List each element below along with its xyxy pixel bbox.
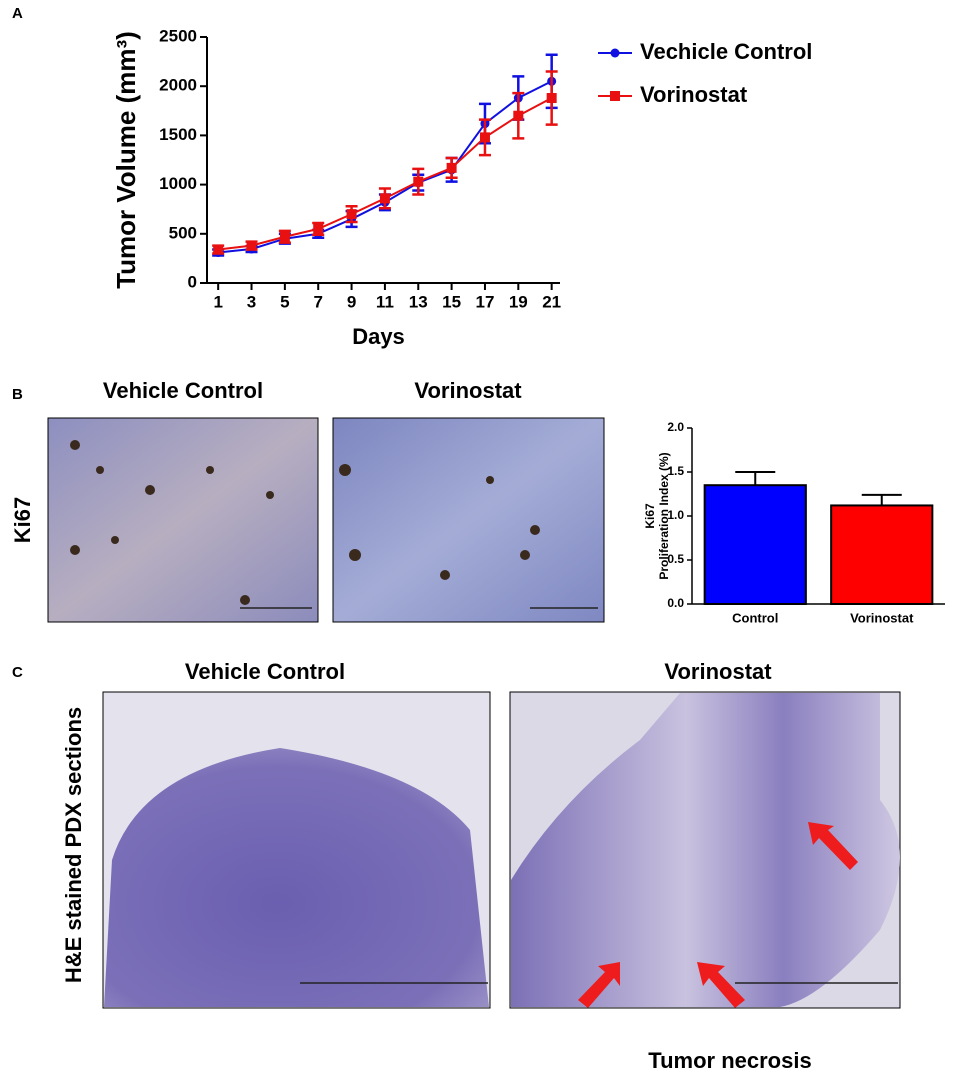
y-tick-label: 1.5	[667, 464, 684, 478]
marker	[413, 176, 424, 187]
x-tick-label: 7	[313, 292, 322, 311]
y-tick-label: 0.0	[667, 596, 684, 610]
panel-letter: B	[12, 386, 23, 403]
y-tick-label: 1000	[159, 174, 197, 193]
image-title: Vehicle Control	[185, 659, 345, 684]
marker	[346, 209, 357, 220]
marker	[479, 132, 490, 143]
marker	[513, 110, 524, 121]
x-tick-label: 15	[442, 292, 461, 311]
marker	[546, 93, 557, 104]
tissue	[511, 693, 900, 1007]
bar	[703, 484, 807, 606]
arrows	[578, 822, 858, 1008]
series-line	[218, 80, 553, 254]
x-tick-label: 13	[409, 292, 428, 311]
y-axis-label: Tumor Volume (mm³)	[111, 31, 141, 289]
y-tick-label: 2.0	[667, 420, 684, 434]
row-label: Ki67	[10, 497, 35, 543]
x-tick-label: Vorinostat	[850, 610, 914, 625]
y-tick-label: 0.5	[667, 552, 684, 566]
x-tick-label: 5	[280, 292, 289, 311]
legend-marker	[610, 91, 620, 101]
panel-letter: A	[12, 5, 23, 22]
micrograph	[47, 417, 319, 623]
series-line	[218, 97, 553, 251]
x-tick-label: 19	[509, 292, 528, 311]
legend-marker	[610, 48, 620, 58]
y-tick-label: 2500	[159, 26, 197, 45]
image-title: Vorinostat	[414, 378, 522, 403]
legend-label: Vechicle Control	[640, 39, 812, 64]
y-axis-label: Ki67	[643, 503, 657, 529]
y-tick-label: 2000	[159, 76, 197, 95]
tissue	[104, 748, 489, 1007]
y-tick-label: 1500	[159, 125, 197, 144]
marker	[446, 162, 457, 173]
x-tick-label: 3	[247, 292, 256, 311]
x-tick-label: 17	[476, 292, 495, 311]
stained-nuclei	[70, 440, 540, 605]
error-bar	[861, 493, 902, 506]
image-title: Vorinostat	[664, 659, 772, 684]
row-label: H&E stained PDX sections	[61, 707, 86, 983]
micrograph	[332, 417, 605, 623]
legend-label: Vorinostat	[640, 82, 748, 107]
annotation: Tumor necrosis	[648, 1048, 811, 1073]
x-tick-label: 1	[213, 292, 222, 311]
x-tick-label: 9	[347, 292, 356, 311]
bar	[830, 504, 934, 605]
image-title: Vehicle Control	[103, 378, 263, 403]
x-tick-label: 21	[542, 292, 561, 311]
x-tick-label: Control	[732, 610, 778, 625]
panel-letter: C	[12, 664, 23, 681]
y-tick-label: 0	[188, 272, 197, 291]
y-tick-label: 1.0	[667, 508, 684, 522]
marker	[379, 193, 390, 204]
marker	[213, 244, 224, 255]
marker	[279, 231, 290, 242]
x-axis-label: Days	[352, 324, 405, 349]
y-axis-label: Proliferation Index (%)	[657, 452, 671, 579]
error-bar	[735, 471, 776, 486]
x-tick-label: 11	[376, 292, 394, 311]
y-tick-label: 500	[169, 223, 197, 242]
marker	[313, 223, 324, 234]
marker	[246, 240, 257, 251]
